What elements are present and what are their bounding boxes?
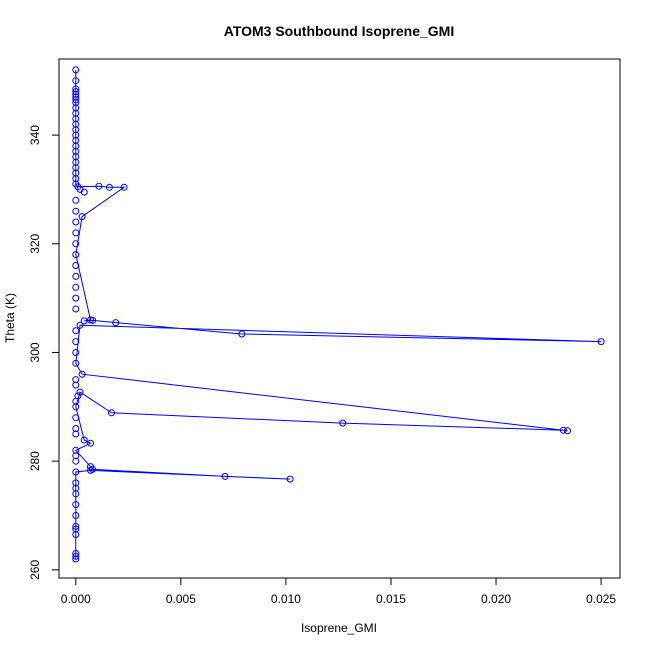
data-point xyxy=(597,338,605,346)
data-point xyxy=(72,88,80,96)
data-point xyxy=(72,104,80,112)
x-tick-label: 0.005 xyxy=(166,592,196,606)
data-point xyxy=(72,430,80,438)
data-point xyxy=(72,531,80,538)
data-point xyxy=(286,475,294,483)
data-point xyxy=(72,468,80,476)
data-point xyxy=(72,99,80,106)
data-point xyxy=(72,66,80,74)
data-point xyxy=(72,196,80,204)
data-point xyxy=(221,472,229,480)
data-point xyxy=(72,555,80,563)
data-point xyxy=(108,409,115,417)
data-point xyxy=(87,439,94,447)
series-layer xyxy=(72,66,605,563)
data-point xyxy=(76,321,84,329)
y-tick-label: 320 xyxy=(28,233,42,253)
data-point xyxy=(72,525,80,533)
data-point xyxy=(72,262,80,269)
data-point xyxy=(238,330,246,338)
data-point xyxy=(559,426,567,434)
x-axis: 0.000 0.005 0.010 0.015 0.020 0.025 xyxy=(61,577,616,606)
data-point xyxy=(72,552,80,560)
data-point xyxy=(72,381,80,389)
y-tick-label: 260 xyxy=(28,560,42,580)
data-point xyxy=(72,479,80,487)
data-point xyxy=(87,466,94,474)
data-point xyxy=(80,436,88,444)
x-tick-label: 0.010 xyxy=(271,592,301,606)
x-axis-label: Isoprene_GMI xyxy=(301,621,377,635)
y-axis-label: Theta (K) xyxy=(3,293,17,343)
data-point xyxy=(78,370,86,378)
data-point xyxy=(72,283,80,291)
data-point xyxy=(72,457,80,465)
data-point xyxy=(72,446,80,454)
data-point xyxy=(72,96,80,104)
data-point xyxy=(72,349,80,356)
data-point xyxy=(76,185,84,193)
data-point xyxy=(72,131,80,139)
data-point xyxy=(72,414,80,422)
data-point xyxy=(72,147,80,155)
data-point xyxy=(72,120,80,128)
chart-title: ATOM3 Southbound Isoprene_GMI xyxy=(224,23,454,39)
data-point xyxy=(105,183,113,191)
series-line xyxy=(74,69,602,559)
data-point xyxy=(72,77,80,85)
plot-frame xyxy=(58,58,621,579)
data-point xyxy=(72,490,80,498)
data-point xyxy=(72,207,80,215)
x-tick-label: 0.015 xyxy=(376,592,406,606)
y-tick-label: 280 xyxy=(28,451,42,471)
data-point xyxy=(72,294,80,302)
data-point xyxy=(72,338,80,346)
data-point xyxy=(72,158,80,166)
x-tick-label: 0.025 xyxy=(586,592,616,606)
y-tick-label: 340 xyxy=(28,125,42,145)
data-point xyxy=(72,229,80,237)
x-tick-label: 0.020 xyxy=(481,592,511,606)
data-point xyxy=(72,305,80,313)
data-point xyxy=(72,85,80,93)
data-point xyxy=(72,251,80,259)
data-point xyxy=(72,115,80,123)
data-point xyxy=(78,213,86,221)
data-point xyxy=(72,403,80,411)
data-point xyxy=(89,316,97,324)
data-point xyxy=(72,327,80,335)
data-point xyxy=(339,419,347,427)
data-point xyxy=(72,175,80,183)
data-point xyxy=(72,501,80,509)
data-point xyxy=(72,397,80,405)
data-point xyxy=(120,183,128,191)
data-point xyxy=(72,142,80,150)
data-point xyxy=(76,388,84,396)
data-point xyxy=(95,182,103,190)
y-axis: 260 280 300 320 340 xyxy=(28,125,60,580)
data-point xyxy=(72,240,80,248)
data-point xyxy=(72,512,80,519)
data-point xyxy=(72,359,80,367)
data-point xyxy=(72,272,80,280)
data-point xyxy=(80,317,88,325)
y-tick-label: 300 xyxy=(28,342,42,362)
data-point xyxy=(72,522,80,530)
data-point xyxy=(112,319,120,327)
data-point xyxy=(564,427,571,435)
data-point xyxy=(72,218,80,226)
data-point xyxy=(72,164,80,172)
x-tick-label: 0.000 xyxy=(61,592,91,606)
